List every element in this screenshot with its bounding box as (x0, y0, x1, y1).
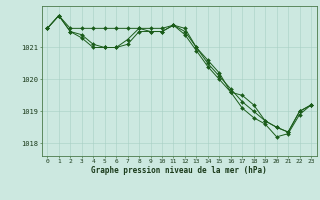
X-axis label: Graphe pression niveau de la mer (hPa): Graphe pression niveau de la mer (hPa) (91, 166, 267, 175)
